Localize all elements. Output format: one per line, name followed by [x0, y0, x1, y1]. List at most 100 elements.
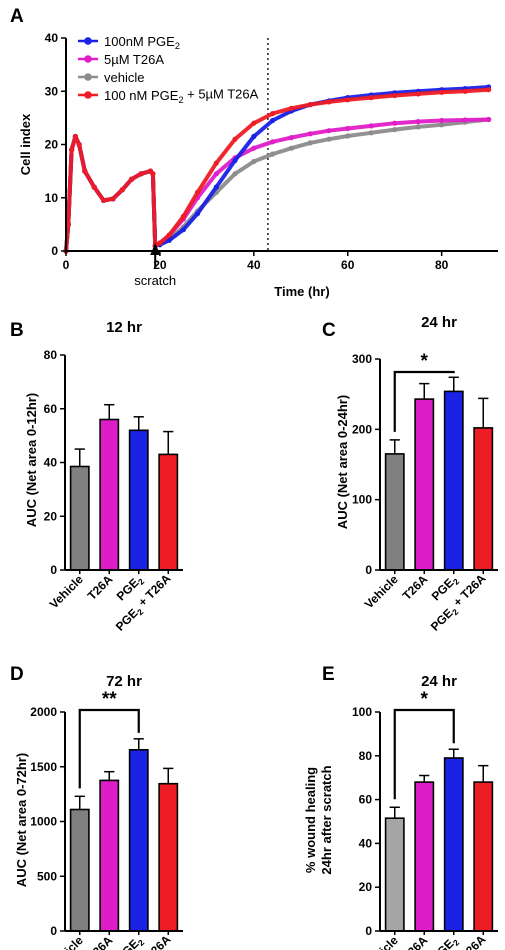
legend-marker [84, 37, 92, 45]
legend-label: 5µM T26A [104, 52, 164, 67]
bar-group [128, 738, 149, 932]
y-tick-label: 30 [45, 84, 59, 98]
bar [128, 748, 149, 932]
panel-letter-a: A [10, 6, 24, 27]
bar-group [384, 806, 405, 932]
data-point [101, 197, 107, 203]
data-point [368, 95, 374, 101]
data-point [439, 89, 445, 95]
panel-title: 12 hr [106, 319, 142, 336]
data-point [307, 140, 313, 146]
data-point [72, 133, 78, 140]
data-point [76, 141, 82, 148]
y-tick-label: 60 [44, 402, 58, 416]
data-point [462, 117, 468, 123]
data-point [368, 123, 374, 129]
bar-group [414, 382, 435, 571]
data-point [415, 91, 421, 97]
y-tick-label: 0 [365, 924, 372, 938]
panel-letter-b: B [10, 320, 24, 341]
significance-label: * [421, 689, 429, 710]
bar-group [473, 397, 494, 571]
bar [99, 418, 120, 571]
significance-label: * [421, 351, 429, 372]
y-tick-label: 60 [359, 793, 373, 807]
data-point [415, 124, 421, 130]
bar [443, 757, 464, 932]
significance-bracket [78, 708, 140, 789]
y-tick-label: 40 [44, 456, 58, 470]
data-point [194, 211, 201, 217]
y-tick-label: 100 [352, 493, 372, 507]
data-point [288, 105, 294, 111]
data-point [180, 213, 186, 219]
x-tick-label: 60 [341, 258, 355, 272]
legend-marker [84, 55, 92, 63]
data-point [232, 136, 238, 142]
bar [473, 427, 494, 571]
data-point [307, 102, 313, 108]
data-point [232, 171, 238, 177]
panel-title: 24 hr [421, 314, 457, 331]
data-point [119, 187, 125, 193]
bar-group [69, 448, 90, 571]
data-point [166, 237, 172, 243]
bar [69, 808, 90, 932]
data-point [270, 151, 276, 157]
y-tick-label: 10 [45, 191, 59, 205]
bar-group [128, 416, 149, 571]
bar [99, 779, 120, 932]
panel-d: 72 hr0500100015002000VehicleT26APGE2PGE2… [14, 673, 183, 950]
data-point [326, 99, 332, 105]
x-tick-label: 40 [247, 258, 261, 272]
legend-label: vehicle [104, 70, 144, 85]
data-point [69, 147, 75, 153]
data-point [157, 240, 163, 246]
y-tick-label: 0 [365, 563, 372, 577]
legend-label: 100nM PGE2 [104, 34, 180, 51]
data-point [251, 145, 257, 151]
data-point [345, 125, 351, 132]
panel-letter-d: D [10, 664, 24, 685]
series-1 [63, 84, 492, 254]
panel-a: 0 10 20 30 40 0 20 40 60 80 Time (hr) Cell index scr… [18, 31, 498, 299]
data-point [166, 232, 172, 238]
panel-title: 24 hr [421, 673, 457, 690]
data-point [462, 88, 468, 94]
y-tick-label: 80 [44, 348, 58, 362]
data-point [180, 227, 186, 233]
y-tick-label: 20 [359, 880, 373, 894]
y-tick-label: 40 [359, 836, 373, 850]
panel-letter-c: C [322, 320, 336, 341]
bar [414, 781, 435, 932]
y-axis-label: % wound healing [303, 767, 318, 873]
bar [384, 817, 405, 932]
y-tick-label: 1500 [30, 760, 57, 774]
bar [69, 465, 90, 571]
category-label: Vehicle [47, 572, 86, 611]
y-tick-label: 1000 [30, 815, 57, 829]
series-line [64, 87, 489, 252]
significance-bracket [393, 370, 455, 432]
x-tick-label: 80 [435, 258, 449, 272]
y-tick-label: 500 [37, 869, 57, 883]
significance-label: ** [102, 689, 117, 710]
y-tick-label: 100 [352, 705, 372, 719]
panel-title: 72 hr [106, 673, 142, 690]
data-point [270, 111, 276, 117]
data-point [288, 135, 294, 141]
category-label: T26A [85, 572, 116, 603]
data-point [110, 196, 116, 202]
data-point [91, 184, 97, 190]
category-label: PGE2 [114, 933, 147, 950]
y-tick-label: 20 [45, 138, 59, 152]
data-point [138, 171, 144, 177]
data-point [392, 127, 398, 133]
data-point [392, 92, 398, 99]
data-point [129, 176, 135, 182]
category-label: Vehicle [362, 572, 401, 611]
y-tick-label: 200 [352, 422, 372, 436]
x-tick-label: 20 [153, 258, 167, 272]
bar-group [384, 439, 405, 571]
